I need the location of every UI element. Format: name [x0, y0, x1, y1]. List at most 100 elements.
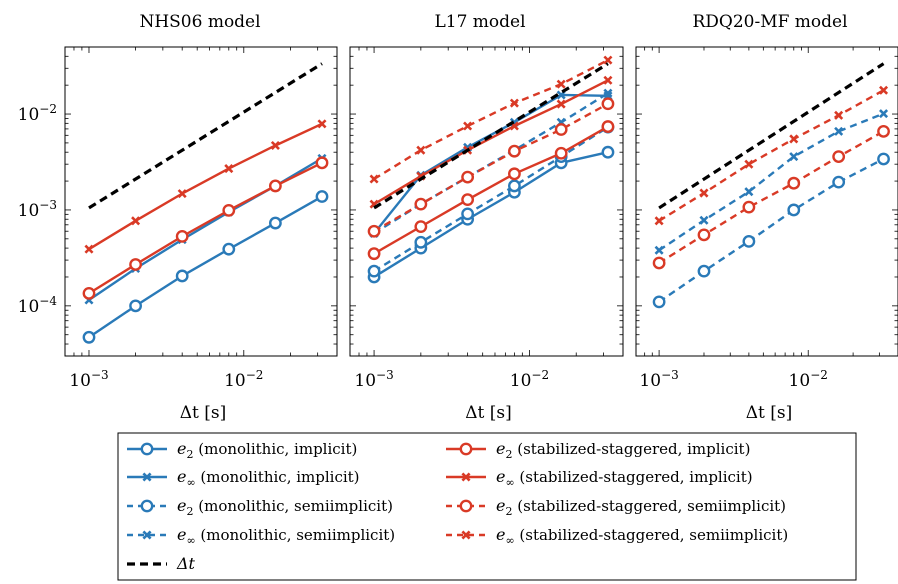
x-axis-label: Δt [s] [465, 403, 512, 423]
series-line-einf-stag-semi [373, 59, 609, 181]
axes-frame [349, 46, 624, 357]
legend-marker [140, 499, 154, 513]
series-line-dt [373, 62, 609, 210]
panel-2: L17 model 10−3 10−2 Δt [s] [349, 12, 624, 423]
y-tick-label: 10−2 [18, 102, 57, 125]
data-point-einf-stag-impl [603, 75, 613, 85]
data-point-e2-stag-impl [554, 146, 568, 160]
series-line-e2-mono-semi [373, 126, 609, 273]
data-point-einf-mono-semi [744, 187, 754, 197]
data-point-e2-mono-impl [601, 145, 615, 159]
data-point-e2-mono-impl [315, 190, 329, 203]
data-point-e2-stag-semi [697, 228, 711, 242]
data-point-e2-stag-semi [832, 150, 846, 163]
x-tick-label: 10−2 [224, 368, 263, 391]
legend-item-dt: Δt [127, 554, 196, 573]
x-axis-label: Δt [s] [746, 403, 793, 423]
data-point-e2-stag-semi [601, 97, 615, 111]
data-point-e2-mono-semi [367, 264, 381, 278]
data-point-e2-mono-semi [877, 152, 890, 166]
series-line-e2-mono-impl [88, 195, 323, 339]
legend-label: e∞ (stabilized-staggered, implicit) [496, 467, 753, 489]
legend-marker [142, 472, 152, 482]
series-line-e2-stag-impl [373, 125, 609, 255]
data-point-e2-mono-impl [268, 216, 282, 230]
data-point-e2-stag-impl [367, 247, 381, 261]
legend-marker [459, 442, 473, 456]
data-point-einf-stag-semi [509, 98, 519, 108]
legend-label: e∞ (stabilized-staggered, semiimplicit) [496, 525, 788, 547]
plot-area [367, 55, 615, 284]
data-point-e2-stag-semi [652, 256, 666, 270]
data-point-e2-stag-semi [742, 200, 756, 214]
data-point-einf-mono-semi [789, 152, 799, 162]
data-point-einf-stag-semi [834, 110, 844, 120]
axis-ticks [635, 46, 898, 357]
axis-ticks [64, 46, 338, 357]
legend-marker [461, 530, 471, 540]
x-tick-label: 10−3 [639, 368, 678, 391]
legend-item-einf-stag-impl: e∞ (stabilized-staggered, implicit) [446, 467, 753, 489]
data-point-einf-stag-impl [177, 189, 187, 199]
legend-label: e2 (stabilized-staggered, semiimplicit) [496, 496, 786, 518]
series-line-e2-stag-semi [373, 102, 609, 233]
series-line-einf-mono-semi [658, 112, 884, 252]
x-tick-label: 10−2 [789, 368, 828, 391]
data-point-einf-stag-semi [879, 85, 889, 95]
series-line-e2-stag-semi [658, 130, 885, 264]
panel-1: NHS06 model 10−3 10−2 10−4 10−3 10−2 Δt [s] [18, 12, 338, 423]
data-point-e2-stag-impl [222, 203, 236, 217]
legend-item-e2-stag-semi: e2 (stabilized-staggered, semiimplicit) [446, 496, 786, 518]
data-point-einf-stag-semi [603, 55, 613, 65]
data-point-e2-stag-impl [507, 167, 521, 181]
x-tick-label: 10−3 [354, 368, 393, 391]
data-point-einf-stag-semi [463, 121, 473, 131]
data-point-e2-mono-semi [697, 264, 711, 278]
series-line-einf-stag-impl [373, 79, 609, 206]
x-axis-label: Δt [s] [180, 403, 227, 423]
legend-label: Δt [176, 554, 196, 573]
data-point-e2-stag-impl [414, 220, 428, 234]
data-point-e2-mono-semi [507, 179, 521, 193]
data-point-einf-stag-semi [699, 188, 709, 198]
legend-marker [459, 499, 473, 513]
legend-frame [117, 432, 857, 581]
data-point-e2-stag-impl [82, 286, 96, 300]
data-point-e2-stag-semi [877, 124, 890, 138]
data-point-einf-mono-semi [879, 109, 889, 119]
axes-frame [635, 46, 898, 357]
data-point-e2-stag-impl [601, 120, 615, 133]
panel-3: RDQ20-MF model 10−3 10−2 Δt [s] [635, 12, 898, 423]
legend-item-e2-mono-impl: e2 (monolithic, implicit) [127, 439, 357, 461]
x-tick-label: 10−3 [69, 368, 108, 391]
series-line-einf-stag-semi [658, 89, 885, 222]
data-point-einf-mono-semi [654, 245, 664, 255]
legend-label: e2 (monolithic, implicit) [177, 439, 357, 461]
series-line-dt [658, 62, 885, 210]
legend-label: e∞ (monolithic, implicit) [177, 467, 360, 489]
data-point-einf-stag-impl [131, 216, 141, 226]
data-point-einf-stag-impl [270, 140, 280, 151]
series-line-einf-stag-impl [88, 122, 323, 251]
data-point-e2-stag-impl [129, 258, 142, 271]
series-line-dt [88, 62, 323, 210]
legend-item-einf-mono-impl: e∞ (monolithic, implicit) [127, 467, 360, 489]
series-line-e2-mono-impl [373, 151, 609, 279]
legend: e2 (monolithic, implicit) e2 (stabilized-… [117, 432, 857, 581]
data-point-einf-mono-semi [834, 126, 844, 136]
data-point-e2-mono-impl [222, 242, 236, 256]
panel-title: L17 model [434, 12, 525, 32]
data-point-e2-stag-semi [367, 224, 381, 238]
y-tick-label: 10−3 [18, 198, 57, 221]
data-point-e2-mono-semi [832, 175, 846, 189]
data-point-e2-mono-semi [461, 207, 475, 221]
data-point-e2-mono-impl [82, 330, 96, 344]
legend-item-einf-mono-semi: e∞ (monolithic, semiimplicit) [127, 525, 395, 547]
data-point-einf-stag-semi [416, 145, 426, 155]
data-point-einf-stag-semi [654, 216, 664, 226]
legend-item-e2-stag-impl: e2 (stabilized-staggered, implicit) [446, 439, 750, 461]
legend-item-e2-mono-semi: e2 (monolithic, semiimplicit) [127, 496, 393, 518]
series-line-e2-mono-semi [658, 157, 885, 303]
data-point-einf-stag-semi [789, 134, 799, 144]
data-point-e2-mono-impl [175, 269, 189, 283]
